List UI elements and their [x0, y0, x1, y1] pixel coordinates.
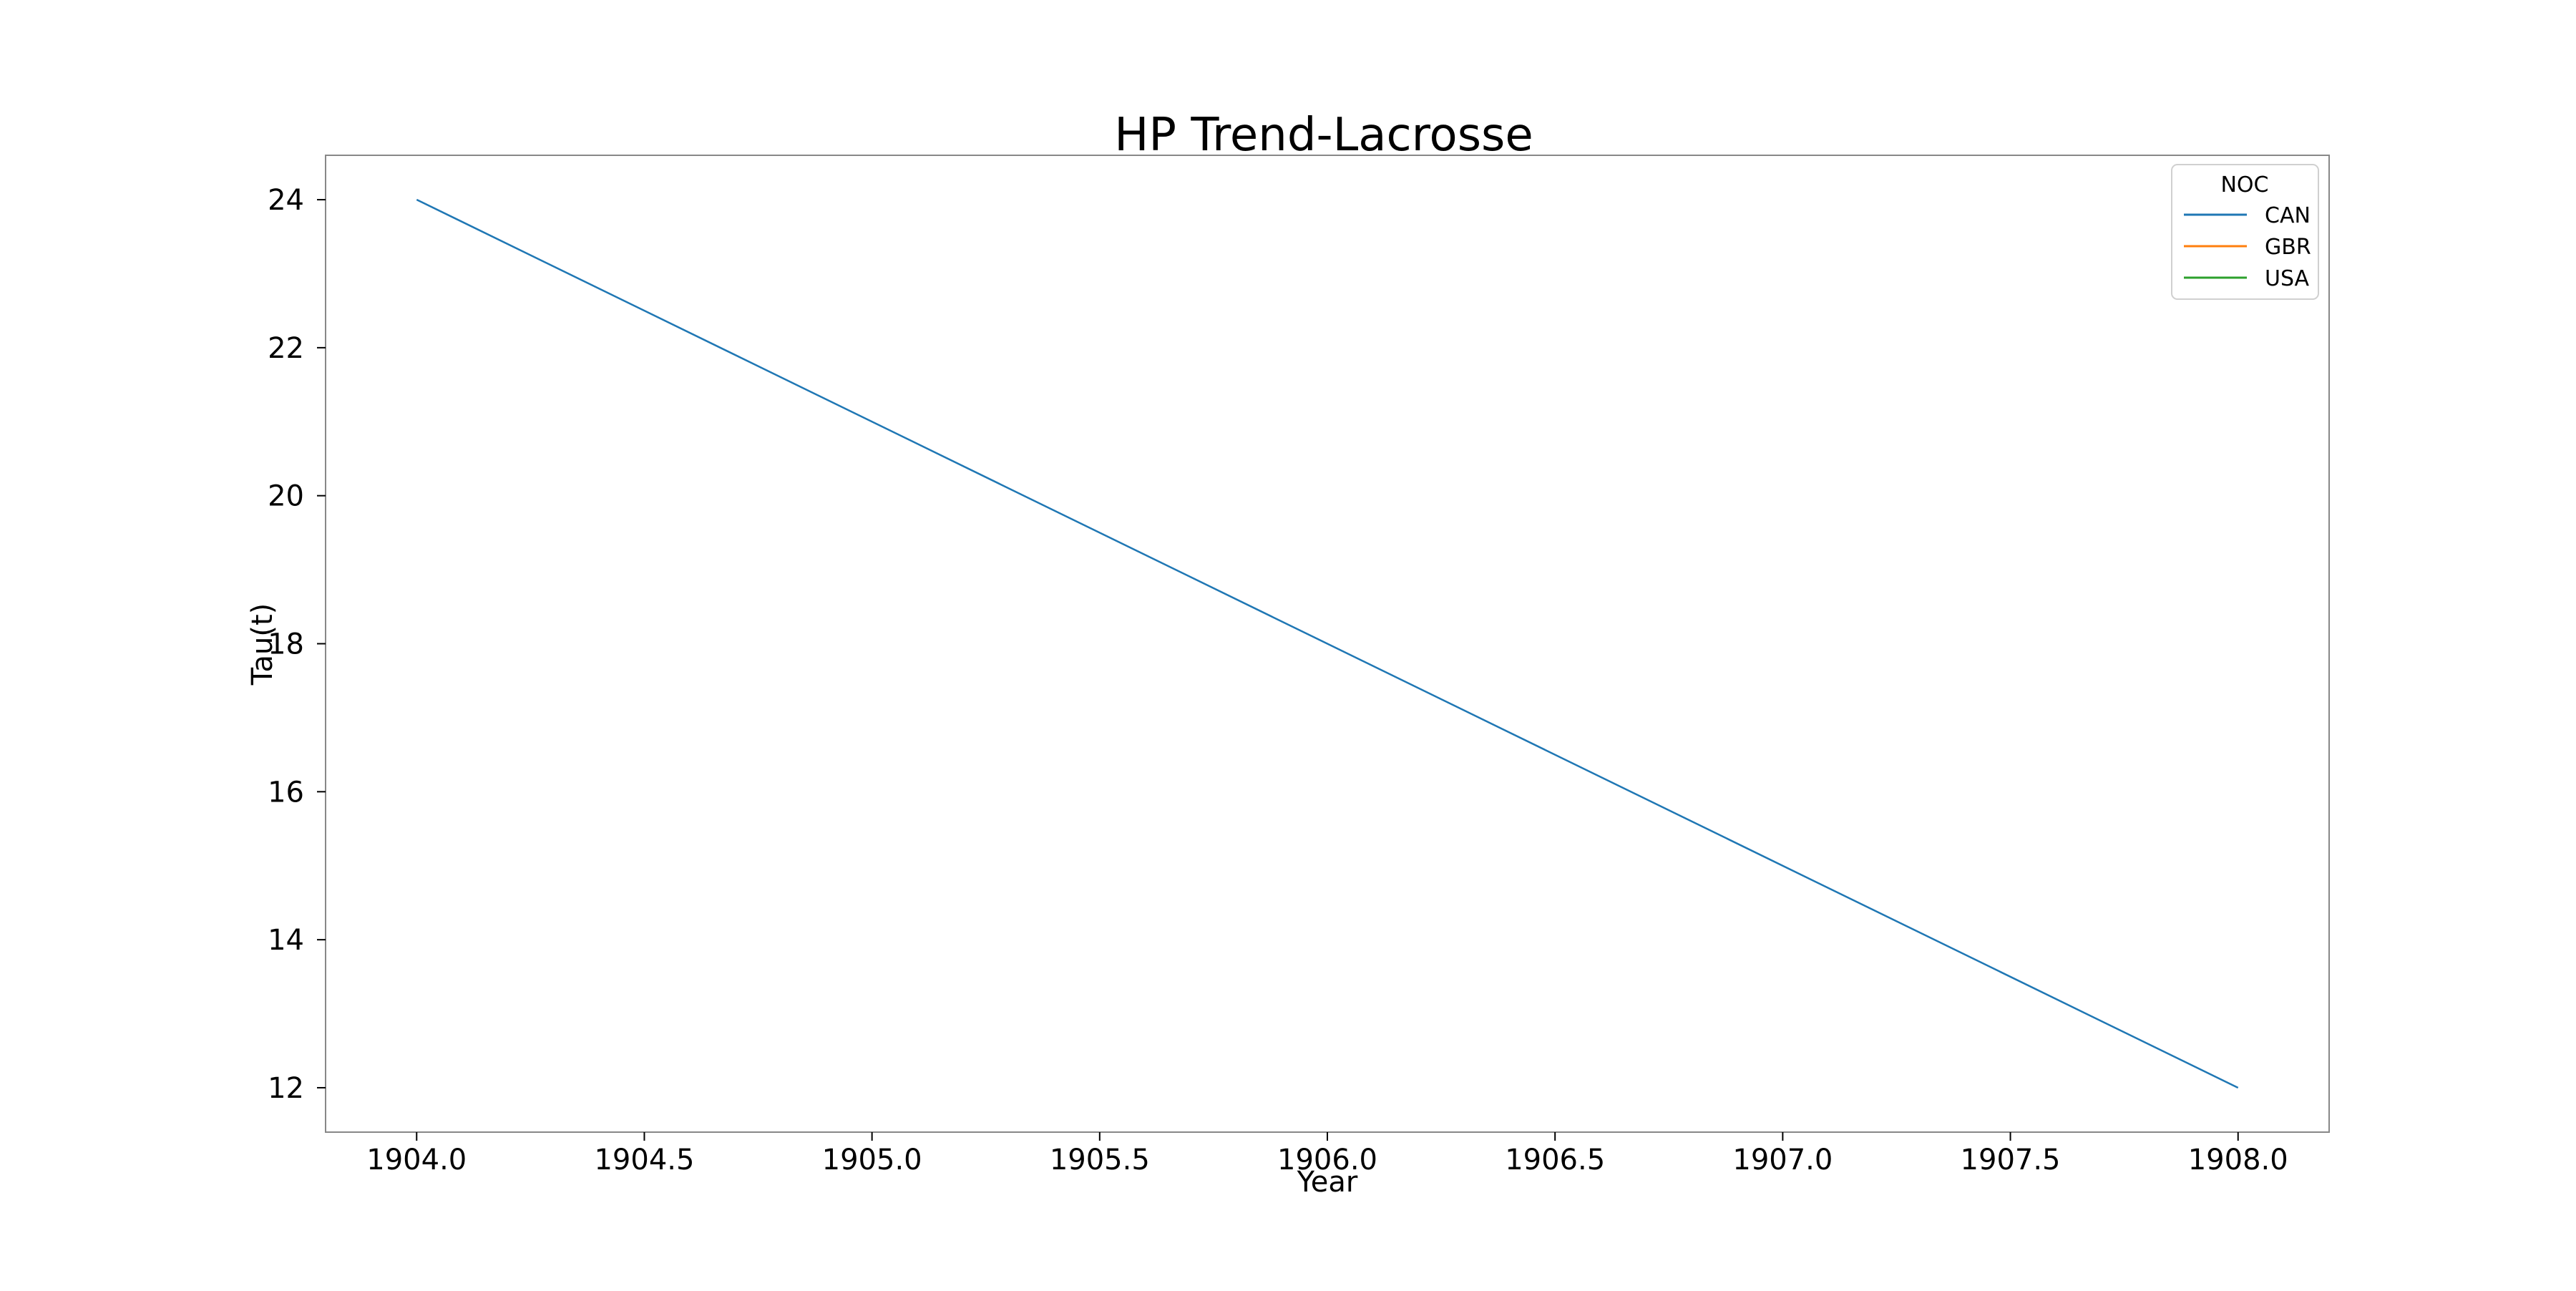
y-tick-label: 20: [268, 480, 304, 513]
legend-label-usa: USA: [2265, 266, 2310, 291]
x-tick-label: 1907.5: [1961, 1144, 2061, 1176]
y-tick-label: 12: [268, 1072, 304, 1105]
series-line-can: [416, 198, 2239, 1089]
legend-box: [2171, 164, 2319, 300]
y-axis-label: Tau(t): [246, 603, 279, 686]
x-tick-label: 1907.0: [1732, 1144, 1833, 1176]
x-tick-label: 1905.5: [1050, 1144, 1150, 1176]
x-tick-label: 1906.0: [1277, 1144, 1377, 1176]
legend-title: NOC: [2220, 172, 2268, 198]
x-tick-label: 1904.0: [366, 1144, 467, 1176]
x-axis: 1904.0 1904.5 1905.0 1905.5 1906.0 1906.5 1907…: [366, 1132, 2288, 1176]
y-axis: 12 14 16 18 20 22 24: [268, 184, 326, 1105]
legend-label-gbr: GBR: [2265, 235, 2311, 260]
series-layer: [416, 198, 2239, 1089]
x-tick-label: 1906.5: [1505, 1144, 1605, 1176]
chart-title: HP Trend-Lacrosse: [1114, 109, 1533, 162]
y-tick-label: 22: [268, 332, 304, 365]
x-tick-label: 1904.5: [594, 1144, 694, 1176]
x-tick-label: 1905.0: [822, 1144, 922, 1176]
x-tick-label: 1908.0: [2188, 1144, 2288, 1176]
y-tick-label: 18: [268, 628, 304, 661]
legend-entries: CAN GBR USA: [2184, 203, 2311, 291]
x-axis-label: Year: [1297, 1166, 1358, 1199]
legend: NOC CAN GBR USA: [2171, 164, 2319, 300]
y-tick-label: 24: [268, 184, 304, 217]
legend-label-can: CAN: [2265, 203, 2311, 228]
y-tick-label: 14: [268, 924, 304, 957]
y-tick-label: 16: [268, 776, 304, 809]
